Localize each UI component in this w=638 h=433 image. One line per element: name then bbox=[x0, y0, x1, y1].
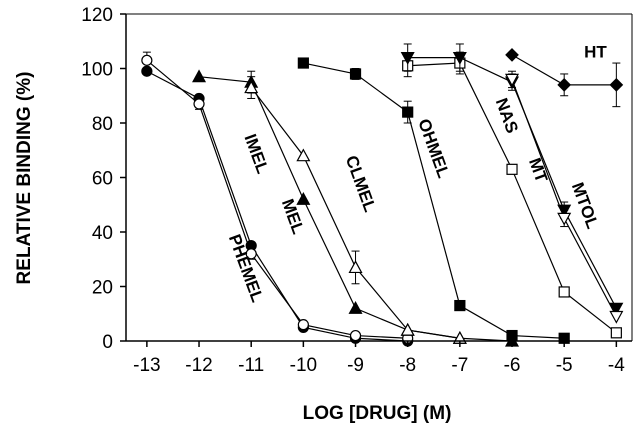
data-point bbox=[505, 73, 520, 87]
data-point bbox=[192, 69, 207, 83]
x-axis-title: LOG [DRUG] (M) bbox=[303, 403, 452, 424]
x-tick-label: -13 bbox=[133, 355, 160, 376]
y-tick-label: 100 bbox=[81, 60, 113, 81]
data-point bbox=[506, 329, 518, 342]
series-label-ht: HT bbox=[584, 43, 607, 62]
x-tick-label: -11 bbox=[238, 355, 264, 376]
series-label-mt: MT bbox=[525, 155, 551, 185]
data-point bbox=[505, 48, 519, 62]
plot-layer bbox=[141, 43, 624, 347]
data-point bbox=[557, 212, 572, 226]
x-tick-label: -10 bbox=[290, 355, 317, 376]
data-point bbox=[296, 148, 311, 162]
data-point bbox=[348, 260, 363, 274]
series-line bbox=[146, 59, 408, 339]
x-tick-label: -6 bbox=[504, 355, 521, 376]
data-point bbox=[296, 192, 311, 205]
series-label-imel: IMEL bbox=[240, 131, 272, 176]
data-point bbox=[297, 57, 309, 69]
data-point bbox=[558, 286, 570, 298]
x-tick-label: -4 bbox=[608, 355, 625, 376]
series-mtol bbox=[505, 70, 624, 324]
series-line bbox=[303, 62, 565, 339]
data-point bbox=[454, 299, 466, 312]
data-point bbox=[402, 106, 414, 118]
x-tick-label: -5 bbox=[556, 355, 573, 376]
series-mel bbox=[192, 69, 520, 347]
y-axis-title: RELATIVE BINDING (%) bbox=[14, 72, 35, 285]
x-tick-label: -8 bbox=[399, 355, 416, 376]
series-line bbox=[511, 79, 617, 317]
y-tick-label: 20 bbox=[92, 278, 113, 299]
data-point bbox=[193, 98, 205, 110]
data-point bbox=[452, 51, 467, 65]
series-label-nas: NAS bbox=[492, 96, 522, 136]
data-point bbox=[348, 301, 363, 314]
series-line bbox=[146, 70, 408, 342]
data-point bbox=[610, 327, 622, 339]
data-point bbox=[609, 310, 624, 324]
y-tick-label: 80 bbox=[92, 114, 113, 135]
series-label-mtol: MTOL bbox=[568, 180, 602, 231]
data-point bbox=[297, 319, 309, 331]
y-tick-label: 0 bbox=[102, 332, 113, 353]
y-tick-label: 120 bbox=[81, 5, 113, 26]
y-tick-label: 40 bbox=[92, 223, 113, 244]
data-point bbox=[244, 80, 259, 94]
x-tick-label: -7 bbox=[451, 355, 468, 376]
data-point bbox=[400, 51, 415, 65]
data-point bbox=[609, 78, 624, 92]
series-label-phemel: PHEMEL bbox=[225, 232, 267, 305]
series-ht bbox=[505, 48, 624, 108]
data-point bbox=[349, 68, 362, 80]
y-tick-label: 60 bbox=[92, 169, 113, 190]
series-label-ohmel: OHMEL bbox=[414, 116, 453, 180]
data-point bbox=[557, 78, 572, 92]
axis-layer: 0 20 40 60 80 100 120 -13 -12 -11 -10 -9 -8 -7 -6 -5 -4 bbox=[81, 5, 633, 376]
data-point bbox=[400, 322, 415, 336]
data-point bbox=[141, 54, 153, 66]
x-tick-label: -9 bbox=[347, 355, 364, 376]
data-point bbox=[609, 302, 624, 316]
series-label-clmel: CLMEL bbox=[342, 153, 380, 215]
x-tick-label: -12 bbox=[185, 355, 212, 376]
data-point bbox=[349, 329, 362, 342]
series-ohmel bbox=[297, 57, 570, 344]
data-point bbox=[506, 163, 518, 175]
data-point bbox=[245, 248, 257, 260]
